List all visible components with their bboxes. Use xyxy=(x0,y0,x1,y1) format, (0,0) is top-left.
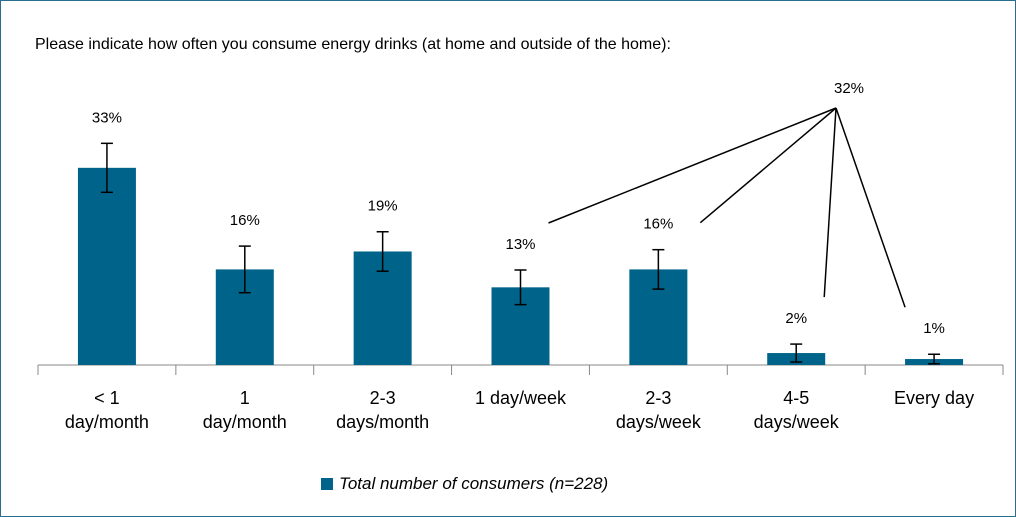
chart-title: Please indicate how often you consume en… xyxy=(35,36,671,53)
legend-label: Total number of consumers (n=228) xyxy=(339,474,609,493)
annotation: 32% xyxy=(834,80,864,97)
x-tick-label: 2-3 days/week xyxy=(615,388,701,432)
x-tick-label: < 1 day/month xyxy=(64,388,149,432)
annotation-line xyxy=(548,107,837,224)
x-tick-label: 4-5 days/week xyxy=(753,388,839,432)
annotation-line xyxy=(699,107,837,224)
data-label: 19% xyxy=(368,198,398,215)
data-label: 1% xyxy=(923,320,945,337)
x-tick-label: 2-3 days/month xyxy=(336,388,430,432)
bar xyxy=(77,167,136,365)
x-tick-label: 1 day/week xyxy=(474,388,567,408)
annotation-line xyxy=(835,107,906,308)
x-tick-label: Every day xyxy=(894,388,975,408)
data-label: 33% xyxy=(92,109,122,126)
annotation-line xyxy=(823,107,837,298)
data-label: 16% xyxy=(643,216,673,233)
legend: Total number of consumers (n=228) xyxy=(321,474,608,494)
x-tick-label: 1 day/month xyxy=(202,388,287,432)
legend-swatch xyxy=(321,478,333,490)
data-label: 16% xyxy=(230,212,260,229)
data-label: 2% xyxy=(785,310,807,327)
data-label: 13% xyxy=(505,236,535,253)
